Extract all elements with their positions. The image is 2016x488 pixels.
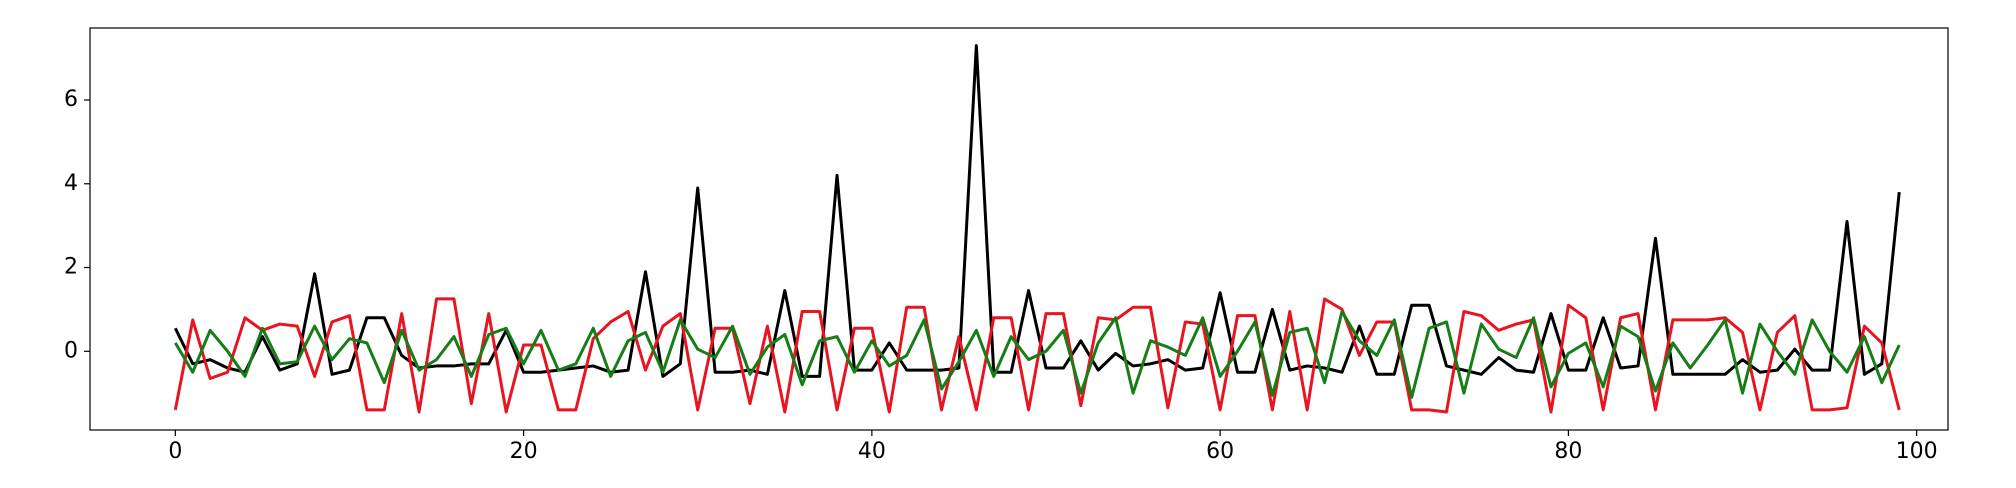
series-line — [173, 297, 1901, 414]
series-line — [174, 309, 1901, 399]
y-tick-label: 2 — [64, 255, 78, 280]
x-tick-label: 100 — [1896, 439, 1938, 464]
y-tick-label: 0 — [64, 338, 78, 363]
y-tick-label: 4 — [64, 171, 78, 196]
x-tick-label: 20 — [510, 439, 538, 464]
x-tick-label: 60 — [1206, 439, 1234, 464]
x-tick-label: 80 — [1554, 439, 1582, 464]
series-line — [173, 44, 1901, 378]
plot-frame — [89, 27, 1949, 431]
y-tick-label: 6 — [64, 87, 78, 112]
x-tick-label: 0 — [168, 439, 182, 464]
x-tick-label: 40 — [858, 439, 886, 464]
